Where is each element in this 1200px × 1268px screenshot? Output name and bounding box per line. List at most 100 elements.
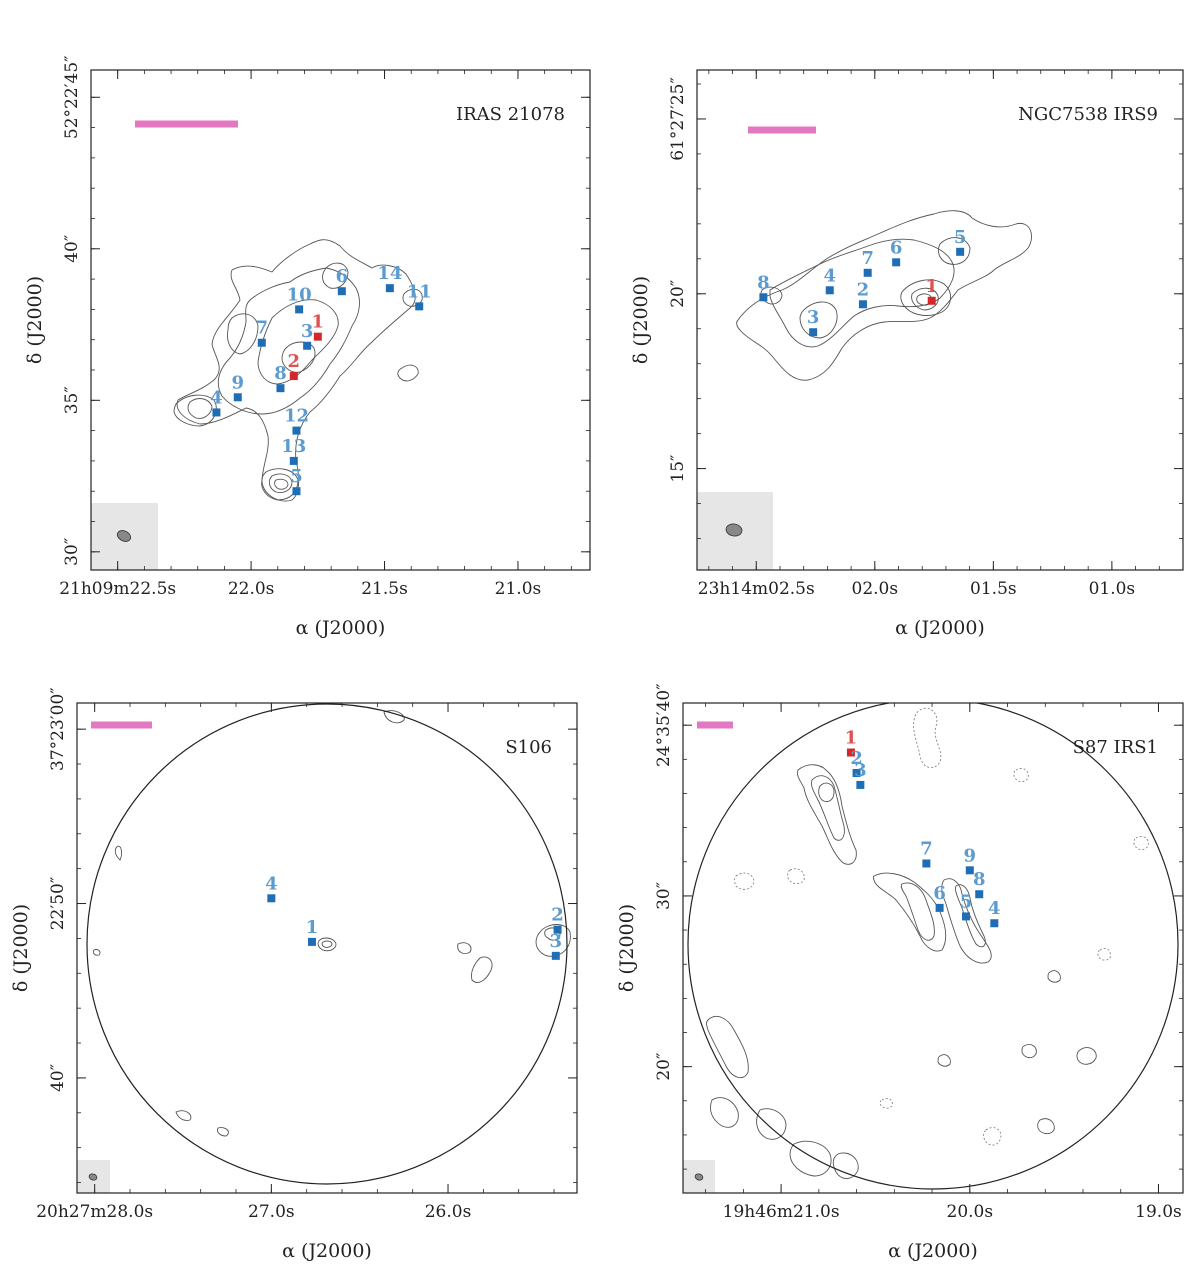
contour-line (818, 782, 835, 803)
contour-line (706, 1016, 749, 1079)
contour-line (710, 1097, 739, 1128)
negative-contour-line (787, 868, 805, 884)
plot-frame (76, 702, 578, 1194)
source-marker-6 (935, 903, 944, 912)
plot-frame (696, 69, 1184, 571)
source-marker-5 (292, 487, 301, 496)
x-axis-label: α (J2000) (895, 617, 985, 639)
source-label-9: 9 (231, 372, 244, 393)
x-axis-label: α (J2000) (282, 1240, 372, 1262)
negative-contour-line (983, 1127, 1002, 1146)
negative-contour-line (1097, 948, 1111, 961)
source-label-5: 5 (290, 466, 303, 487)
source-label-5: 5 (960, 891, 973, 912)
source-label-4: 4 (823, 265, 836, 286)
source-marker-13 (289, 456, 298, 465)
contour-line (173, 394, 217, 427)
source-marker-2 (553, 925, 562, 934)
source-label-6: 6 (336, 266, 349, 287)
y-axis-label: δ (J2000) (24, 276, 46, 364)
source-marker-4 (990, 919, 999, 928)
x-tick-label: 01.5s (970, 579, 1017, 599)
panel-2: 1 2 34 5 67 8 23h14m02.5s 02.0s 01.5s 01.0s 61°27′… (630, 69, 1184, 639)
contour-line (900, 882, 935, 941)
source-marker-4 (825, 286, 834, 295)
contour-line (383, 710, 405, 724)
x-axis-label: α (J2000) (888, 1240, 978, 1262)
source-marker-1 (846, 748, 855, 757)
beam-ellipse (116, 530, 132, 542)
source-marker-2 (858, 300, 867, 309)
primary-beam-circle (687, 703, 1179, 1190)
y-tick-label: 24°35′40″ (654, 683, 674, 767)
contour-line (217, 1127, 229, 1137)
contour-line (900, 279, 951, 316)
source-marker-4 (267, 894, 276, 903)
source-label-10: 10 (287, 284, 312, 305)
source-label-9: 9 (964, 845, 977, 866)
contour-line (92, 949, 101, 956)
y-tick-label: 22′50″ (48, 877, 68, 930)
source-label-8: 8 (757, 272, 770, 293)
x-tick-label: 01.0s (1089, 579, 1136, 599)
source-label-3: 3 (301, 321, 314, 342)
y-axis-label: δ (J2000) (616, 904, 638, 992)
contour-line (1021, 1043, 1037, 1059)
contour-line (872, 872, 947, 952)
panel-title: IRAS 21078 (456, 104, 565, 125)
source-label-3: 3 (807, 307, 820, 328)
source-marker-4 (212, 408, 221, 417)
source-label-3: 3 (550, 931, 563, 952)
source-marker-1 (307, 937, 316, 946)
x-tick-label: 21.5s (361, 579, 408, 599)
plot-area: 1 2 34 5 67 8 (697, 126, 1032, 570)
source-marker-2 (852, 769, 861, 777)
source-marker-2 (289, 372, 298, 381)
y-tick-label: 37°23′00″ (48, 687, 68, 771)
contour-line (114, 845, 123, 861)
negative-contour-line (1133, 836, 1149, 850)
negative-contour-line (879, 1098, 893, 1109)
source-marker-8 (276, 384, 285, 393)
contour-line (322, 262, 349, 289)
source-marker-3 (551, 951, 560, 960)
contour-line (799, 301, 838, 339)
source-marker-14 (385, 284, 394, 293)
contour-line (756, 1108, 787, 1140)
x-axis-label: α (J2000) (296, 617, 386, 639)
source-label-2: 2 (850, 748, 863, 769)
source-marker-3 (809, 328, 818, 337)
y-tick-label: 20″ (654, 1053, 674, 1081)
x-tick-label: 22.0s (228, 579, 275, 599)
contour-line (317, 937, 337, 952)
source-marker-3 (856, 780, 865, 789)
source-label-14: 14 (377, 263, 402, 284)
source-marker-7 (257, 338, 266, 347)
y-axis-label: δ (J2000) (10, 904, 32, 992)
contour-line (811, 775, 845, 841)
negative-contour-line (1013, 768, 1029, 782)
source-label-4: 4 (210, 387, 223, 408)
source-marker-12 (292, 426, 301, 435)
panel-3: 1 2 3 4 20h27m28.0s 27.0s 26.0s 37°23′00″ 22′50″… (10, 687, 578, 1262)
x-tick-label: 21.0s (495, 579, 542, 599)
source-marker-5 (956, 247, 965, 256)
contour-line (1037, 1118, 1055, 1135)
y-tick-label: 40″ (48, 1064, 68, 1092)
contour-line (832, 1152, 859, 1179)
source-label-3: 3 (854, 760, 867, 781)
source-label-11: 11 (407, 281, 432, 302)
source-marker-11 (415, 302, 424, 311)
contour-line (457, 942, 472, 955)
y-tick-label: 61°27′25″ (668, 77, 688, 161)
source-marker-8 (975, 890, 984, 899)
panel-title: S106 (505, 737, 552, 758)
source-label-4: 4 (988, 898, 1001, 919)
y-tick-label: 52°22′45″ (62, 55, 82, 139)
contour-line (261, 468, 299, 501)
source-marker-1 (927, 296, 936, 305)
source-label-8: 8 (274, 363, 287, 384)
contour-line (187, 398, 213, 419)
